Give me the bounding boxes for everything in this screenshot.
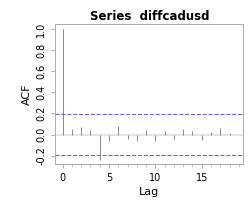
Y-axis label: ACF: ACF <box>22 83 32 105</box>
X-axis label: Lag: Lag <box>139 187 159 197</box>
Title: Series  diffcadusd: Series diffcadusd <box>89 10 208 23</box>
